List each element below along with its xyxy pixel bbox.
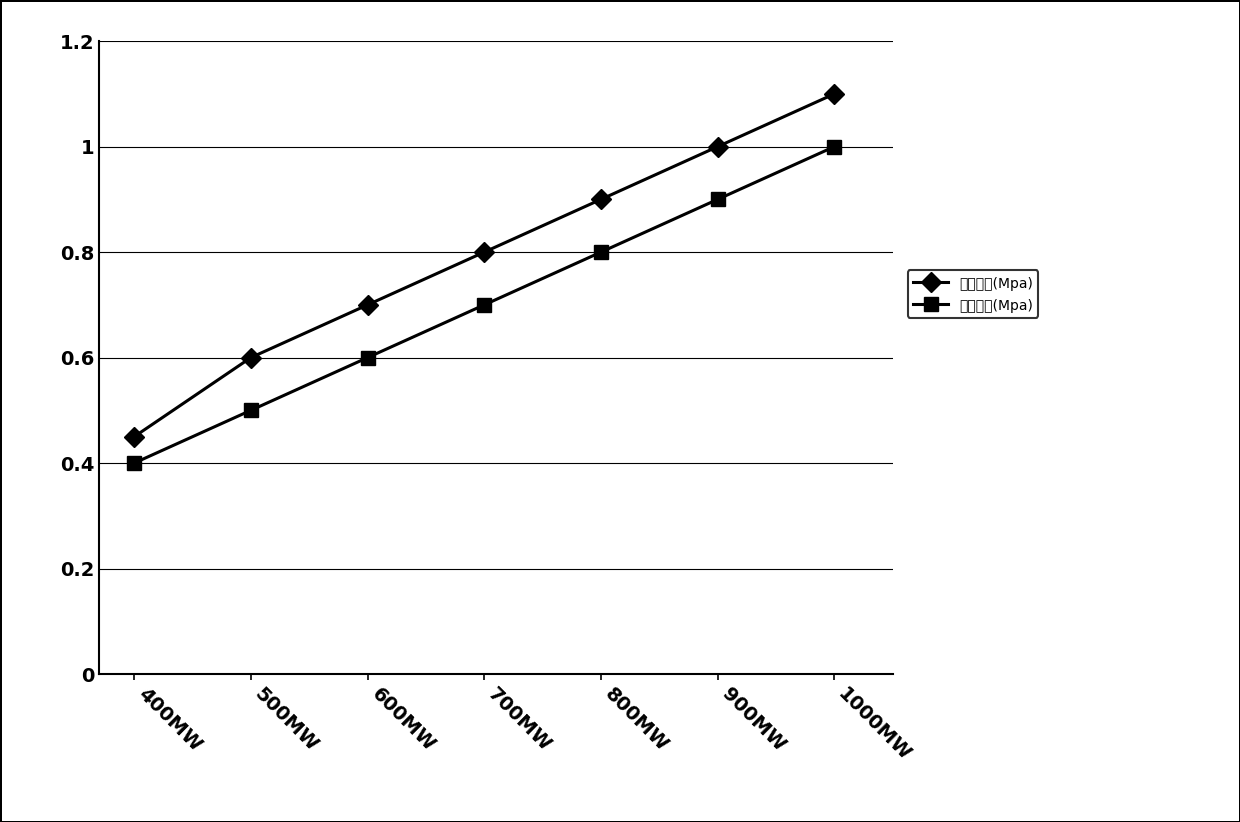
Line: 控制压力(Mpa): 控制压力(Mpa) [128,140,842,470]
控制压力(Mpa) [243,405,258,415]
控制压力(Mpa) [477,300,492,310]
实际压力(Mpa) [243,353,258,363]
Legend: 实际压力(Mpa), 控制压力(Mpa): 实际压力(Mpa), 控制压力(Mpa) [908,270,1038,318]
Line: 实际压力(Mpa): 实际压力(Mpa) [128,87,842,444]
实际压力(Mpa) [477,247,492,257]
控制压力(Mpa) [360,353,374,363]
实际压力(Mpa) [594,195,609,205]
实际压力(Mpa) [711,141,725,151]
控制压力(Mpa) [594,247,609,257]
控制压力(Mpa) [126,458,141,468]
实际压力(Mpa) [827,89,842,99]
控制压力(Mpa) [827,141,842,151]
实际压力(Mpa) [126,432,141,441]
实际压力(Mpa) [360,300,374,310]
控制压力(Mpa) [711,195,725,205]
